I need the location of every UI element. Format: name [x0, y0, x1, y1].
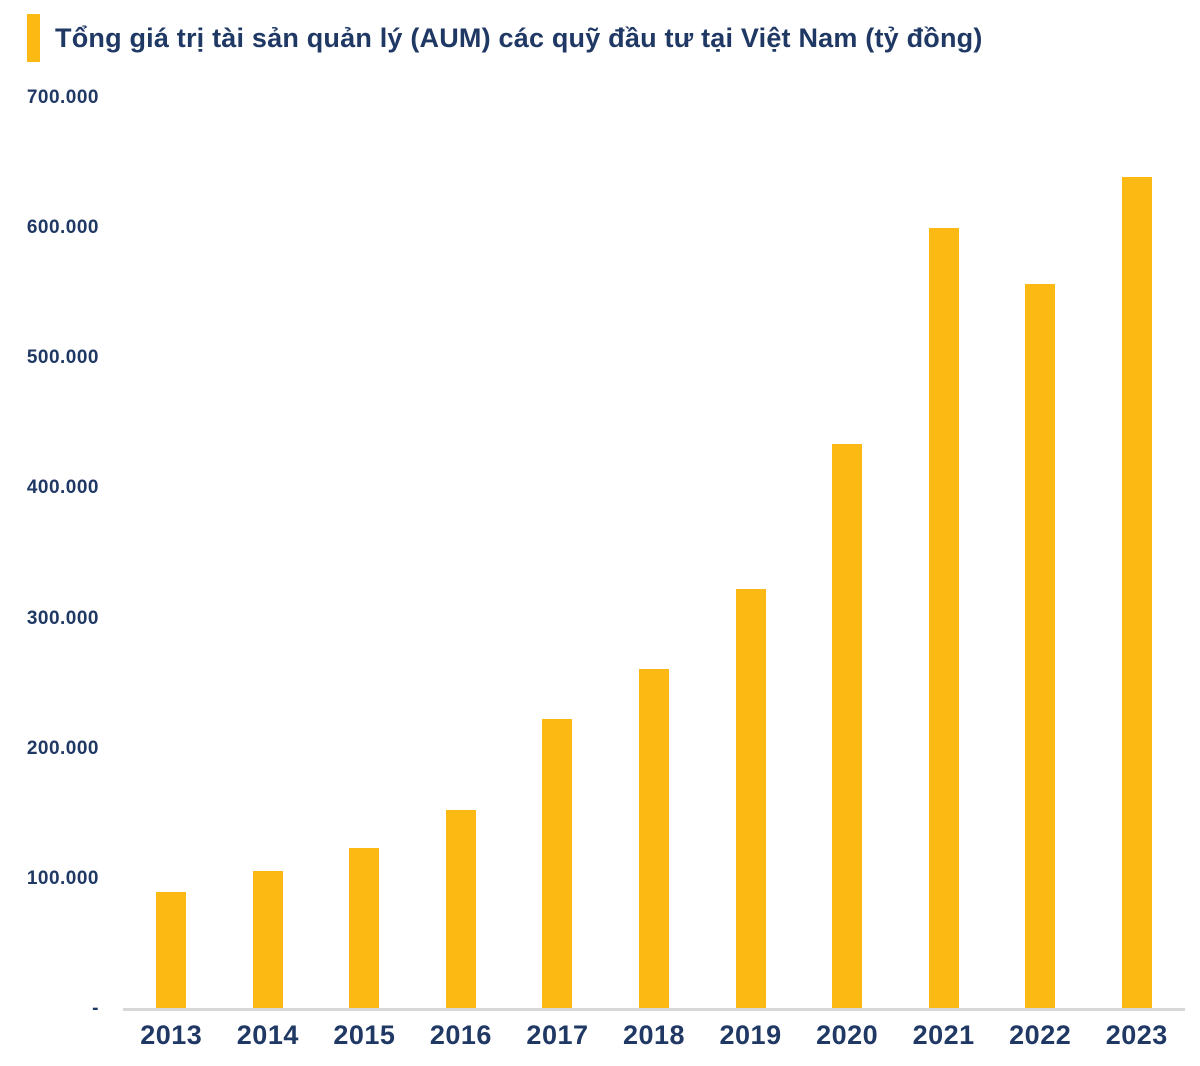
bar-slot-2019: [702, 98, 799, 1009]
bar-slot-2014: [220, 98, 317, 1009]
x-tick-label-2023: 2023: [1105, 1020, 1168, 1050]
x-tick-label-2017: 2017: [526, 1020, 589, 1050]
bar-2018: [639, 669, 669, 1009]
x-tick-label-2020: 2020: [816, 1020, 879, 1050]
x-tick-label-2015: 2015: [333, 1020, 396, 1050]
bars-row: [123, 98, 1185, 1009]
x-tick-label-2021: 2021: [912, 1020, 975, 1050]
y-tick-label-400000: 400.000: [26, 477, 99, 499]
bar-2019: [735, 588, 766, 1009]
bar-2013: [156, 891, 187, 1009]
title-accent-bar: [27, 14, 40, 62]
y-tick-label-500000: 500.000: [26, 347, 99, 369]
chart-title: Tổng giá trị tài sản quản lý (AUM) các q…: [55, 22, 983, 53]
bar-slot-2017: [509, 98, 606, 1009]
y-tick-label-600000: 600.000: [26, 217, 99, 239]
bar-2016: [445, 809, 476, 1009]
bar-slot-2022: [992, 98, 1089, 1009]
bar-2014: [252, 871, 283, 1009]
bar-slot-2013: [123, 98, 220, 1009]
bar-slot-2016: [413, 98, 510, 1009]
y-tick-label-200000: 200.000: [26, 737, 99, 759]
bar-2023: [1121, 177, 1152, 1009]
x-tick-label-2014: 2014: [236, 1020, 299, 1050]
x-tick-label-2018: 2018: [622, 1020, 686, 1050]
bar-2022: [1025, 284, 1056, 1009]
x-axis: 2013 2014 2015 2016 2017 2018 2019 2020 2021 2022…: [123, 1020, 1185, 1060]
y-tick-label-0: -: [92, 998, 99, 1019]
bar-2017: [542, 718, 573, 1009]
bar-2021: [928, 228, 959, 1009]
x-tick-label-2016: 2016: [429, 1020, 492, 1050]
y-tick-label-300000: 300.000: [26, 607, 99, 629]
bar-slot-2020: [799, 98, 896, 1009]
bar-slot-2023: [1088, 98, 1185, 1009]
y-tick-label-100000: 100.000: [26, 867, 99, 889]
bar-2015: [349, 847, 380, 1009]
bar-slot-2021: [895, 98, 992, 1009]
bar-slot-2018: [606, 98, 703, 1009]
x-tick-label-2022: 2022: [1009, 1020, 1072, 1050]
x-tick-label-2019: 2019: [719, 1020, 782, 1050]
y-tick-label-700000: 700.000: [26, 87, 99, 108]
x-axis-line: [123, 1008, 1185, 1011]
plot-area: [123, 98, 1185, 1009]
bar-2020: [832, 444, 863, 1009]
x-tick-label-2013: 2013: [140, 1020, 203, 1050]
chart-header: Tổng giá trị tài sản quản lý (AUM) các q…: [27, 14, 983, 62]
bar-slot-2015: [316, 98, 413, 1009]
y-axis: - 100.000 200.000 300.000 400.000 500.000 600.…: [0, 87, 99, 1019]
